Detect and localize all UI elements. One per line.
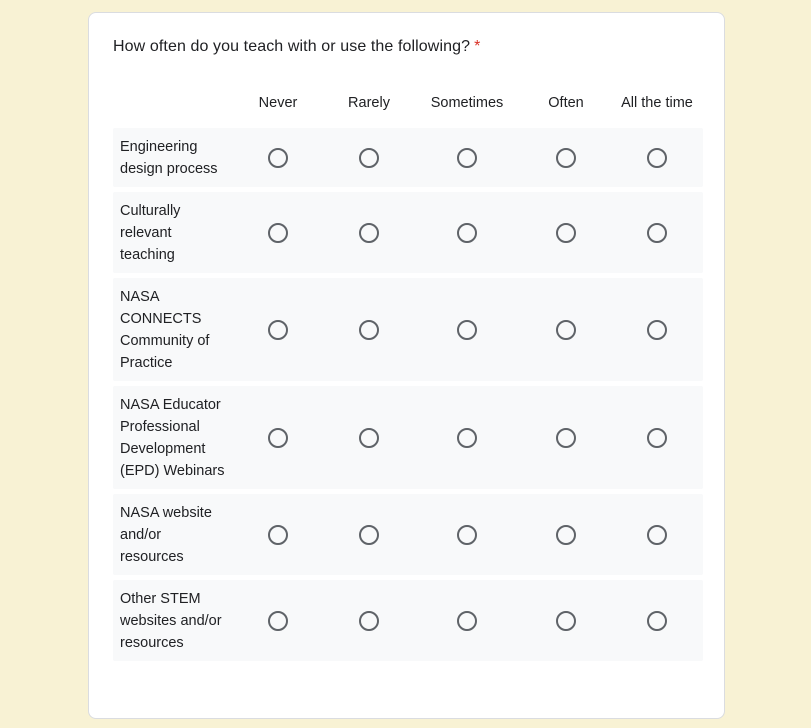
row-label: Engineering design process	[120, 138, 218, 177]
radio-grid: Never Rarely Sometimes Often All the tim…	[113, 91, 703, 666]
radio-cell	[613, 319, 701, 340]
radio-cell	[519, 610, 613, 631]
radio-cell	[233, 319, 323, 340]
radio-button-rarely[interactable]	[359, 319, 379, 340]
row-label: Other STEM websites and/or resources	[120, 590, 222, 651]
radio-cell	[415, 222, 519, 243]
question-title: How often do you teach with or use the f…	[113, 38, 480, 56]
radio-cell	[519, 319, 613, 340]
row-label: Culturally relevant teaching	[120, 202, 181, 263]
radio-button-rarely[interactable]	[359, 427, 379, 448]
radio-cell	[415, 319, 519, 340]
radio-button-never[interactable]	[268, 610, 288, 631]
radio-cell	[233, 524, 323, 545]
radio-button-never[interactable]	[268, 427, 288, 448]
radio-cell	[323, 222, 415, 243]
grid-row: Engineering design process	[113, 128, 703, 187]
grid-row: NASA Educator Professional Development (…	[113, 386, 703, 489]
radio-button-often[interactable]	[556, 222, 576, 243]
radio-button-sometimes[interactable]	[457, 610, 477, 631]
question-text: How often do you teach with or use the f…	[113, 38, 471, 55]
radio-cell	[613, 610, 701, 631]
column-header: Never	[258, 95, 298, 111]
radio-button-never[interactable]	[268, 147, 288, 168]
radio-cell	[519, 427, 613, 448]
radio-button-all-the-time[interactable]	[647, 222, 667, 243]
radio-button-sometimes[interactable]	[457, 222, 477, 243]
radio-button-sometimes[interactable]	[457, 147, 477, 168]
required-asterisk: *	[474, 38, 481, 55]
radio-cell	[323, 147, 415, 168]
radio-button-often[interactable]	[556, 319, 576, 340]
radio-button-often[interactable]	[556, 524, 576, 545]
radio-cell	[613, 222, 701, 243]
row-label: NASA website and/or resources	[120, 504, 212, 565]
radio-cell	[415, 610, 519, 631]
radio-cell	[233, 222, 323, 243]
row-label: NASA Educator Professional Development (…	[120, 396, 225, 479]
column-header: Often	[548, 95, 584, 111]
radio-button-often[interactable]	[556, 427, 576, 448]
radio-cell	[323, 610, 415, 631]
radio-button-often[interactable]	[556, 610, 576, 631]
radio-button-sometimes[interactable]	[457, 524, 477, 545]
radio-cell	[519, 524, 613, 545]
grid-row: NASA CONNECTS Community of Practice	[113, 278, 703, 381]
column-header: Sometimes	[430, 95, 504, 111]
row-label: NASA CONNECTS Community of Practice	[120, 288, 210, 371]
question-card: How often do you teach with or use the f…	[88, 12, 725, 719]
radio-cell	[613, 147, 701, 168]
radio-cell	[323, 524, 415, 545]
column-header: All the time	[621, 95, 693, 111]
radio-cell	[233, 610, 323, 631]
grid-row: Culturally relevant teaching	[113, 192, 703, 273]
radio-button-never[interactable]	[268, 319, 288, 340]
radio-button-all-the-time[interactable]	[647, 427, 667, 448]
radio-button-rarely[interactable]	[359, 147, 379, 168]
grid-row: NASA website and/or resources	[113, 494, 703, 575]
radio-cell	[613, 427, 701, 448]
radio-cell	[519, 222, 613, 243]
radio-button-all-the-time[interactable]	[647, 147, 667, 168]
radio-button-rarely[interactable]	[359, 222, 379, 243]
radio-cell	[519, 147, 613, 168]
radio-button-often[interactable]	[556, 147, 576, 168]
radio-cell	[613, 524, 701, 545]
radio-button-sometimes[interactable]	[457, 319, 477, 340]
column-header: Rarely	[348, 95, 390, 111]
radio-button-never[interactable]	[268, 222, 288, 243]
radio-cell	[415, 524, 519, 545]
radio-button-sometimes[interactable]	[457, 427, 477, 448]
grid-row: Other STEM websites and/or resources	[113, 580, 703, 661]
radio-cell	[233, 147, 323, 168]
radio-button-never[interactable]	[268, 524, 288, 545]
radio-button-all-the-time[interactable]	[647, 610, 667, 631]
radio-cell	[415, 427, 519, 448]
radio-cell	[415, 147, 519, 168]
radio-button-all-the-time[interactable]	[647, 319, 667, 340]
radio-button-rarely[interactable]	[359, 610, 379, 631]
radio-button-all-the-time[interactable]	[647, 524, 667, 545]
radio-cell	[233, 427, 323, 448]
radio-button-rarely[interactable]	[359, 524, 379, 545]
column-headers: Never Rarely Sometimes Often All the tim…	[113, 91, 703, 115]
radio-cell	[323, 319, 415, 340]
radio-cell	[323, 427, 415, 448]
